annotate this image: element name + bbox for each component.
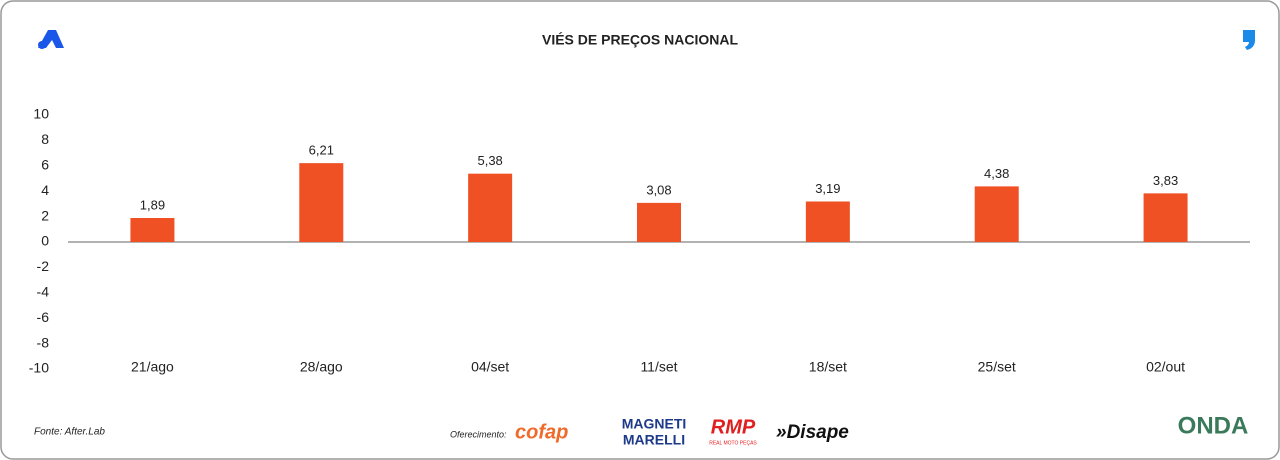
sponsor-logo: MARELLI bbox=[623, 432, 685, 448]
y-tick-label: -10 bbox=[29, 360, 49, 376]
value-label: 3,19 bbox=[815, 181, 840, 196]
y-tick-label: 0 bbox=[41, 233, 49, 249]
onda-logo: ONDA bbox=[1178, 412, 1249, 439]
bar bbox=[637, 202, 681, 242]
bar bbox=[974, 186, 1019, 242]
sponsor-logo: »Disape bbox=[776, 422, 849, 443]
y-tick-label: 4 bbox=[41, 182, 49, 198]
value-label: 3,08 bbox=[646, 182, 671, 197]
y-tick-label: 6 bbox=[41, 157, 49, 173]
x-tick-label: 25/set bbox=[978, 359, 1016, 375]
sponsor-logo: MAGNETI bbox=[622, 416, 687, 432]
y-tick-label: -4 bbox=[37, 284, 50, 300]
bar bbox=[299, 163, 344, 242]
y-tick-label: -2 bbox=[37, 258, 50, 274]
sponsor-tagline: REAL MOTO PEÇAS bbox=[709, 440, 757, 446]
chart-title: VIÉS DE PREÇOS NACIONAL bbox=[542, 32, 738, 48]
value-label: 1,89 bbox=[140, 197, 165, 212]
y-tick-label: 2 bbox=[41, 207, 49, 223]
logo-right bbox=[1243, 30, 1255, 50]
source: Fonte: After.Lab bbox=[34, 427, 105, 438]
value-label: 5,38 bbox=[477, 153, 502, 168]
y-tick-label: 10 bbox=[33, 106, 49, 122]
sponsor-label: Oferecimento: bbox=[450, 429, 507, 439]
x-tick-label: 18/set bbox=[809, 359, 847, 375]
logo-left-dot bbox=[38, 41, 46, 49]
x-tick-label: 21/ago bbox=[131, 359, 174, 375]
value-label: 4,38 bbox=[984, 166, 1009, 181]
value-label: 6,21 bbox=[309, 143, 334, 158]
y-tick-label: 8 bbox=[41, 131, 49, 147]
y-tick-label: -8 bbox=[37, 334, 50, 350]
x-tick-label: 28/ago bbox=[300, 359, 343, 375]
sponsor-logo: cofap bbox=[515, 421, 568, 443]
bar bbox=[805, 201, 850, 242]
x-tick-label: 02/out bbox=[1146, 359, 1185, 375]
bar bbox=[130, 217, 175, 242]
x-tick-label: 04/set bbox=[471, 359, 509, 375]
bar bbox=[1143, 193, 1188, 242]
x-tick-label: 11/set bbox=[640, 359, 677, 375]
sponsor-logo: RMP bbox=[711, 416, 756, 438]
value-label: 3,83 bbox=[1153, 173, 1178, 188]
bar bbox=[468, 173, 513, 242]
y-tick-label: -6 bbox=[37, 309, 50, 325]
